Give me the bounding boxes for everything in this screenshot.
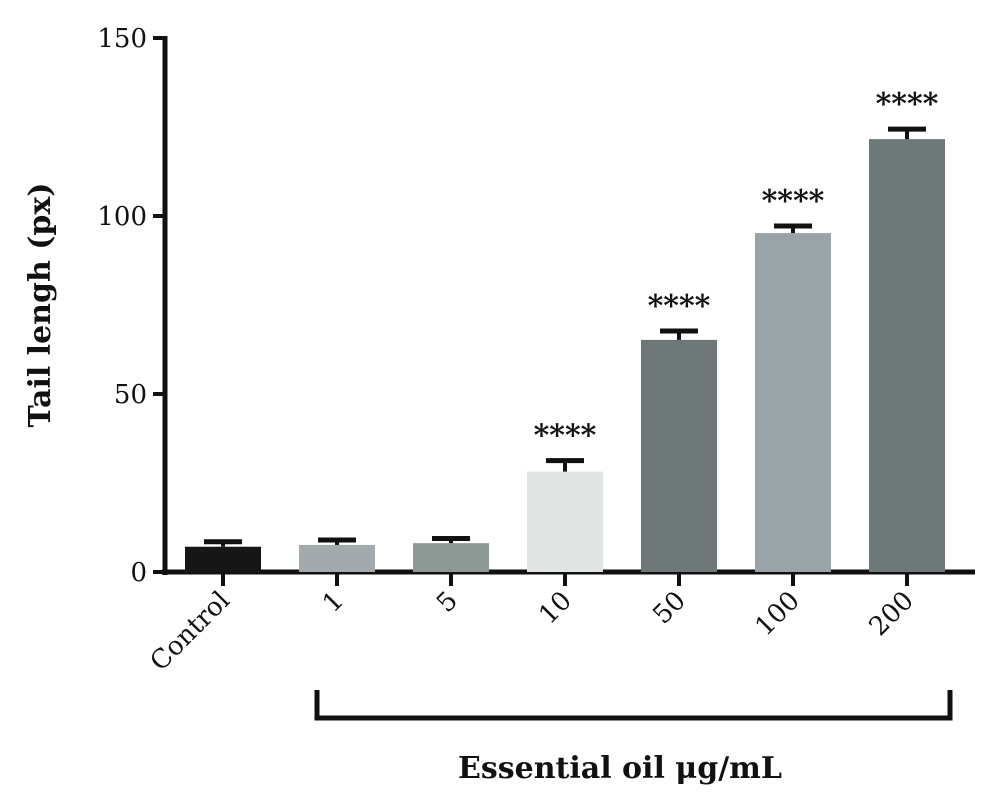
significance-label: **** (876, 87, 939, 122)
x-tick-label: Control (145, 586, 236, 677)
y-tick-label: 150 (97, 24, 147, 54)
y-tick-label: 50 (114, 380, 147, 410)
x-tick-label: 50 (647, 586, 692, 631)
significance-label: **** (534, 419, 597, 454)
significance-label: **** (762, 184, 825, 219)
bar-50 (641, 339, 717, 572)
y-tick-label: 0 (130, 558, 147, 588)
x-tick-label: 100 (750, 586, 806, 642)
significance-label: **** (648, 289, 711, 324)
x-tick-label: 5 (431, 586, 464, 619)
bar-1 (299, 544, 375, 572)
y-tick-label: 100 (97, 202, 147, 232)
x-tick-label: 1 (317, 586, 350, 619)
bar-control (185, 546, 261, 572)
bar-10 (527, 471, 603, 572)
y-axis-label: Tail lengh (px) (23, 183, 58, 428)
bar-5 (413, 543, 489, 572)
x-tick-label: 10 (533, 586, 578, 631)
bar-200 (869, 139, 945, 572)
x-tick-label: 200 (864, 586, 920, 642)
bracket (314, 690, 953, 721)
x-axis-label: Essential oil μg/mL (458, 751, 782, 786)
bar-100 (755, 233, 831, 572)
